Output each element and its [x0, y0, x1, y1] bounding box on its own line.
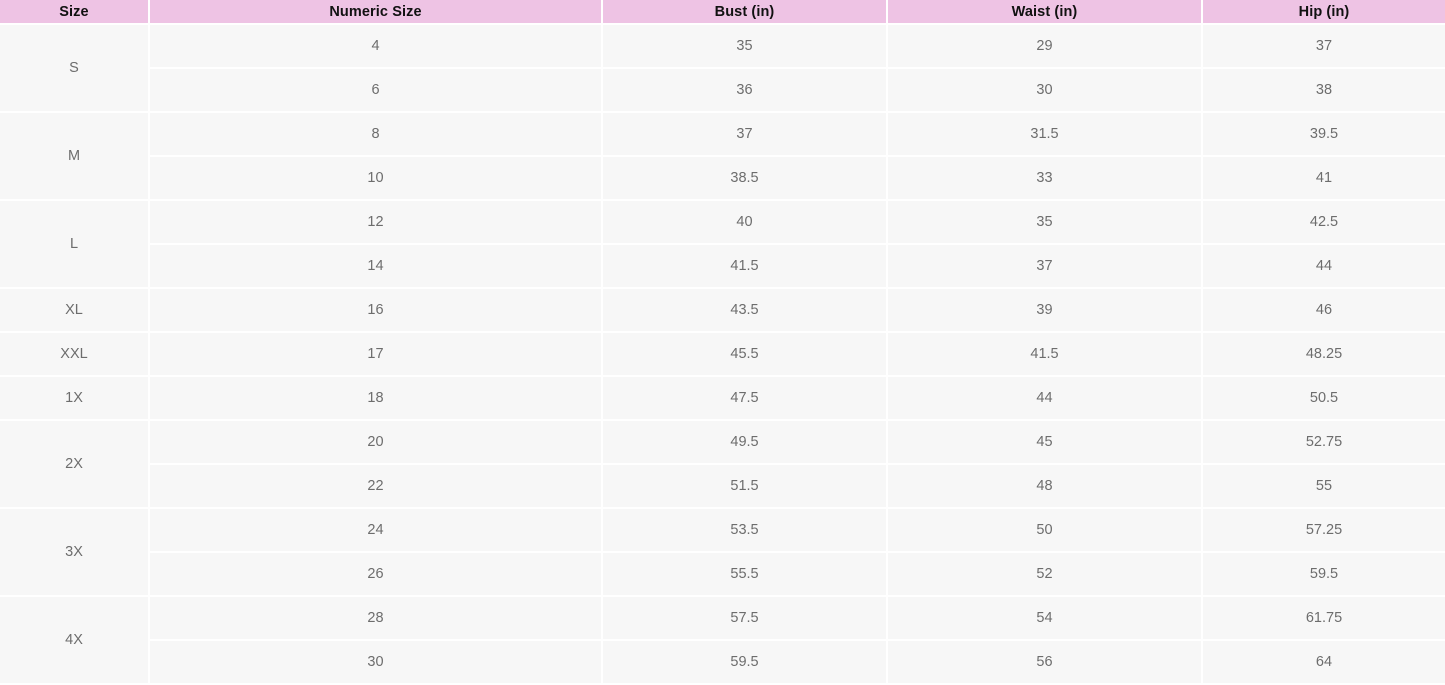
table-row: 4X 28 57.5 54 61.75 — [0, 597, 1445, 685]
table-row: 30 59.5 56 64 — [0, 641, 1445, 685]
table-row: 6 36 30 38 — [0, 69, 1445, 113]
bust-cell: 36 — [603, 69, 888, 113]
table-row: L 12 40 35 42.5 — [0, 201, 1445, 289]
bust-cell: 40 — [603, 201, 888, 245]
hip-cell: 50.5 — [1203, 377, 1445, 421]
column-header-bust: Bust (in) — [603, 0, 888, 25]
bust-cell: 53.5 — [603, 509, 888, 553]
numeric-size-cell: 4 — [150, 25, 603, 69]
hip-cell: 42.5 — [1203, 201, 1445, 245]
bust-cell: 41.5 — [603, 245, 888, 289]
numeric-size-cell: 10 — [150, 157, 603, 201]
bust-cell: 55.5 — [603, 553, 888, 597]
bust-cell: 49.5 — [603, 421, 888, 465]
numeric-size-cell: 14 — [150, 245, 603, 289]
waist-cell: 52 — [888, 553, 1203, 597]
hip-cell: 38 — [1203, 69, 1445, 113]
waist-cell: 41.5 — [888, 333, 1203, 377]
waist-cell: 48 — [888, 465, 1203, 509]
table-row: 26 55.5 52 59.5 — [0, 553, 1445, 597]
size-cell: 4X — [0, 597, 150, 685]
table-row: 14 41.5 37 44 — [0, 245, 1445, 289]
table-row: S 4 35 29 37 — [0, 25, 1445, 113]
waist-cell: 31.5 — [888, 113, 1203, 157]
size-cell: XXL — [0, 333, 150, 377]
numeric-size-cell: 17 — [150, 333, 603, 377]
table-row: XXL 17 45.5 41.5 48.25 — [0, 333, 1445, 377]
table-row: 22 51.5 48 55 — [0, 465, 1445, 509]
column-header-numeric: Numeric Size — [150, 0, 603, 25]
bust-cell: 47.5 — [603, 377, 888, 421]
numeric-size-cell: 6 — [150, 69, 603, 113]
waist-cell: 30 — [888, 69, 1203, 113]
table-body: S 4 35 29 37 6 36 30 38 M 8 37 31.5 39.5 10 38.5 33 41 L 12… — [0, 25, 1445, 685]
waist-cell: 29 — [888, 25, 1203, 69]
waist-cell: 39 — [888, 289, 1203, 333]
bust-cell: 57.5 — [603, 597, 888, 641]
table-row: 2X 20 49.5 45 52.75 — [0, 421, 1445, 509]
hip-cell: 44 — [1203, 245, 1445, 289]
bust-cell: 59.5 — [603, 641, 888, 685]
waist-cell: 54 — [888, 597, 1203, 641]
hip-cell: 52.75 — [1203, 421, 1445, 465]
waist-cell: 50 — [888, 509, 1203, 553]
header-row: Size Numeric Size Bust (in) Waist (in) H… — [0, 0, 1445, 25]
bust-cell: 38.5 — [603, 157, 888, 201]
hip-cell: 57.25 — [1203, 509, 1445, 553]
numeric-size-cell: 26 — [150, 553, 603, 597]
size-cell: S — [0, 25, 150, 113]
bust-cell: 43.5 — [603, 289, 888, 333]
numeric-size-cell: 30 — [150, 641, 603, 685]
table-header: Size Numeric Size Bust (in) Waist (in) H… — [0, 0, 1445, 25]
size-cell: 1X — [0, 377, 150, 421]
numeric-size-cell: 24 — [150, 509, 603, 553]
hip-cell: 55 — [1203, 465, 1445, 509]
table-row: 3X 24 53.5 50 57.25 — [0, 509, 1445, 597]
numeric-size-cell: 16 — [150, 289, 603, 333]
column-header-size: Size — [0, 0, 150, 25]
hip-cell: 48.25 — [1203, 333, 1445, 377]
size-cell: L — [0, 201, 150, 289]
numeric-size-cell: 20 — [150, 421, 603, 465]
hip-cell: 41 — [1203, 157, 1445, 201]
waist-cell: 33 — [888, 157, 1203, 201]
waist-cell: 45 — [888, 421, 1203, 465]
hip-cell: 64 — [1203, 641, 1445, 685]
table-row: 10 38.5 33 41 — [0, 157, 1445, 201]
hip-cell: 37 — [1203, 25, 1445, 69]
size-cell: XL — [0, 289, 150, 333]
hip-cell: 59.5 — [1203, 553, 1445, 597]
numeric-size-cell: 22 — [150, 465, 603, 509]
hip-cell: 61.75 — [1203, 597, 1445, 641]
numeric-size-cell: 28 — [150, 597, 603, 641]
table-row: XL 16 43.5 39 46 — [0, 289, 1445, 333]
numeric-size-cell: 8 — [150, 113, 603, 157]
size-cell: 2X — [0, 421, 150, 509]
waist-cell: 44 — [888, 377, 1203, 421]
hip-cell: 39.5 — [1203, 113, 1445, 157]
numeric-size-cell: 12 — [150, 201, 603, 245]
bust-cell: 45.5 — [603, 333, 888, 377]
column-header-waist: Waist (in) — [888, 0, 1203, 25]
waist-cell: 35 — [888, 201, 1203, 245]
bust-cell: 37 — [603, 113, 888, 157]
column-header-hip: Hip (in) — [1203, 0, 1445, 25]
table-row: M 8 37 31.5 39.5 — [0, 113, 1445, 201]
size-cell: M — [0, 113, 150, 201]
bust-cell: 51.5 — [603, 465, 888, 509]
numeric-size-cell: 18 — [150, 377, 603, 421]
hip-cell: 46 — [1203, 289, 1445, 333]
waist-cell: 37 — [888, 245, 1203, 289]
size-cell: 3X — [0, 509, 150, 597]
bust-cell: 35 — [603, 25, 888, 69]
table-row: 1X 18 47.5 44 50.5 — [0, 377, 1445, 421]
waist-cell: 56 — [888, 641, 1203, 685]
